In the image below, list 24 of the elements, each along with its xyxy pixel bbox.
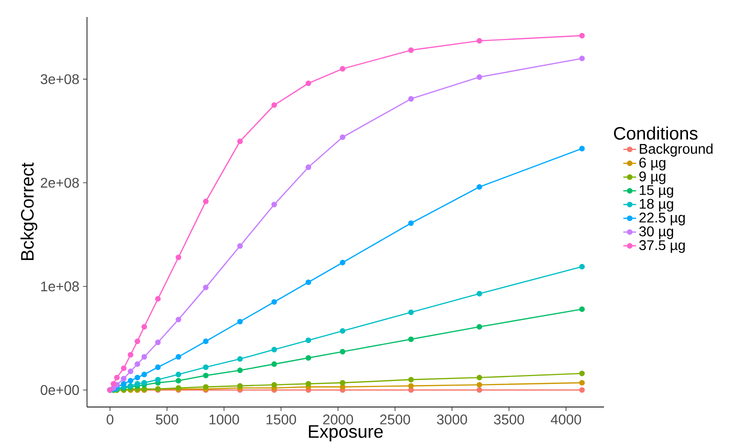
x-axis-title: Exposure (308, 425, 383, 442)
y-tick-label: 1e+08 (41, 281, 79, 292)
y-axis-title: BckgCorrect (20, 162, 38, 260)
legend-label: 18 µg (640, 198, 674, 212)
legend-label: 6 µg (639, 158, 666, 170)
x-tick-label: 3000 (437, 414, 468, 424)
x-tick-label: 1000 (210, 414, 240, 424)
x-tick-label: 1500 (266, 414, 296, 424)
x-tick-label: 500 (156, 414, 178, 424)
y-tick-label: 0e+00 (40, 385, 79, 395)
legend-title: Conditions (614, 126, 698, 140)
legend-label: 30 µg (639, 226, 674, 240)
x-tick-label: 4000 (550, 414, 582, 424)
x-tick-label: 0 (106, 414, 114, 424)
x-tick-label: 2000 (323, 414, 354, 424)
legend-label: 22.5 µg (639, 212, 685, 226)
x-tick-label: 2500 (380, 414, 410, 424)
legend-label: 37.5 µg (639, 240, 685, 253)
legend-label: Background (640, 144, 713, 157)
legend-label: 9 µg (639, 171, 666, 184)
y-tick-label: 3e+08 (40, 74, 79, 84)
x-tick-label: 3500 (494, 414, 524, 424)
y-tick-label: 2e+08 (40, 178, 79, 188)
legend-label: 15 µg (640, 185, 674, 198)
